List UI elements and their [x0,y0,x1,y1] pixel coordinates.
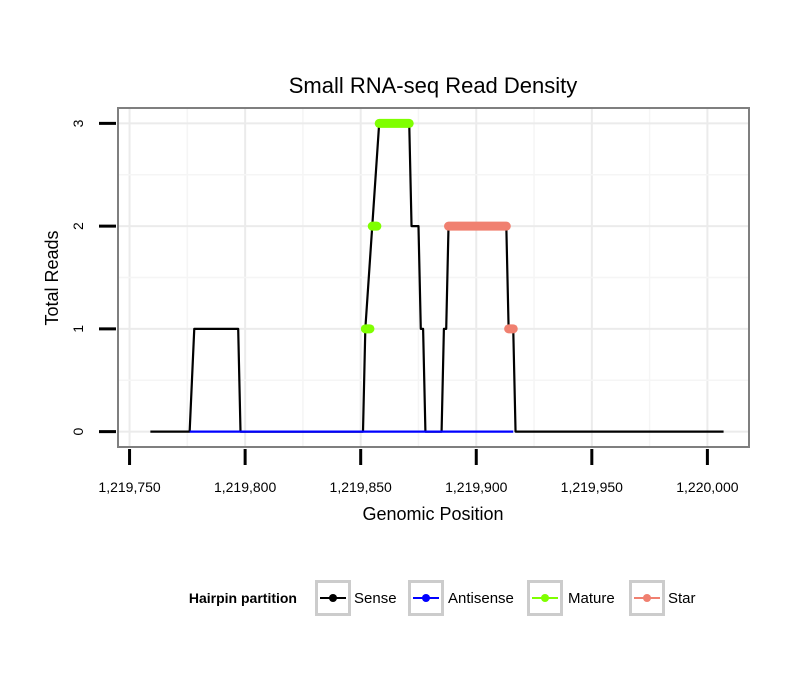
mature-legend-dot [541,594,549,602]
plot-border [117,107,750,448]
mature-legend-label: Mature [568,590,615,607]
sense-series-line [150,122,724,433]
series-layer [150,118,724,433]
star-legend-dot [643,594,651,602]
sense-legend-dot [329,594,337,602]
y-tick-label: 0 [70,427,86,435]
x-tick-label: 1,219,900 [445,479,507,495]
legend: Hairpin partition Sense Antisense Mature St… [189,580,696,616]
grid [118,108,749,447]
x-axis-title: Genomic Position [362,504,503,524]
x-tick-label: 1,219,800 [214,479,276,495]
y-axis-title: Total Reads [42,230,62,325]
y-tick-label: 1 [70,325,86,333]
x-tick-label: 1,219,950 [561,479,623,495]
antisense-legend-label: Antisense [448,590,514,607]
antisense-legend-dot [422,594,430,602]
x-tick-label: 1,220,000 [676,479,738,495]
axes: 1,219,750 1,219,800 1,219,850 1,219,900 1,21… [70,119,739,495]
x-tick-label: 1,219,750 [98,479,160,495]
y-tick-label: 2 [70,222,86,230]
chart-title: Small RNA-seq Read Density [289,73,578,98]
legend-title: Hairpin partition [189,590,297,606]
x-tick-label: 1,219,850 [330,479,392,495]
y-tick-label: 3 [70,119,86,127]
star-legend-label: Star [668,590,696,607]
sense-legend-label: Sense [354,590,397,607]
